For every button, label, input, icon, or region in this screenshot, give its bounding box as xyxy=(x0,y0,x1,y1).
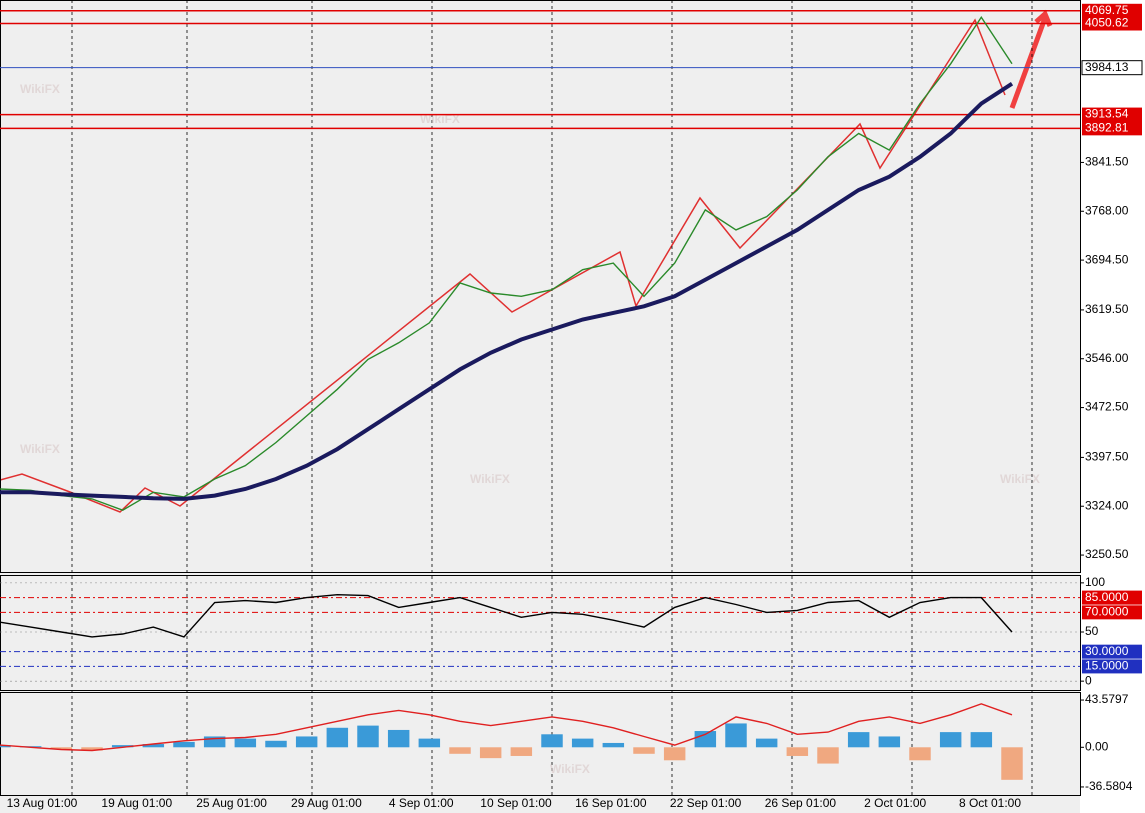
level-label-box xyxy=(1082,107,1142,122)
level-label-box xyxy=(1082,590,1142,605)
y-tick-label: 3546.00 xyxy=(1085,351,1129,365)
level-label-box xyxy=(1081,60,1143,76)
x-tick-label: 26 Sep 01:00 xyxy=(765,796,837,810)
y-tick-label: 43.5797 xyxy=(1085,692,1129,706)
watermark: WikiFX xyxy=(20,442,60,456)
histogram-bar xyxy=(909,747,931,761)
x-tick-label: 10 Sep 01:00 xyxy=(480,796,552,810)
histogram-bar xyxy=(970,732,993,748)
histogram-bar xyxy=(939,732,962,748)
y-tick-label: 3619.50 xyxy=(1085,302,1129,316)
plot-background xyxy=(0,0,1080,813)
trend-annotation xyxy=(0,18,1006,513)
y-tick-label: 3324.00 xyxy=(1085,498,1129,512)
histogram-bar xyxy=(111,745,134,748)
histogram-bar xyxy=(142,744,165,748)
level-label-box xyxy=(1082,605,1142,620)
histogram-bar xyxy=(265,740,287,748)
y-tick-label: 3397.50 xyxy=(1085,450,1129,464)
histogram-bar xyxy=(326,727,349,748)
level-label: 85.0000 xyxy=(1085,590,1129,604)
x-tick-label: 4 Sep 01:00 xyxy=(389,796,454,810)
histogram-bar xyxy=(878,736,901,748)
y-tick-label: 3768.00 xyxy=(1085,203,1129,217)
x-tick-label: 16 Sep 01:00 xyxy=(575,796,647,810)
histogram-bar xyxy=(234,738,257,748)
watermark: WikiFX xyxy=(20,82,60,96)
histogram-bar xyxy=(694,731,717,748)
pane-border xyxy=(0,692,1081,796)
x-tick-label: 25 Aug 01:00 xyxy=(196,796,267,810)
y-tick-label: 50 xyxy=(1085,624,1099,638)
histogram-bar xyxy=(387,729,410,748)
y-tick-label: 3472.50 xyxy=(1085,400,1129,414)
y-tick-label: 0 xyxy=(1085,673,1092,687)
histogram-bar xyxy=(81,747,103,751)
histogram-bar xyxy=(357,725,379,748)
histogram-bar xyxy=(50,747,73,750)
histogram-bar xyxy=(633,747,655,754)
histogram-bar xyxy=(663,747,686,761)
histogram-bar xyxy=(295,736,318,748)
histogram-bar xyxy=(0,745,11,748)
level-label-box xyxy=(1082,16,1142,31)
histogram-bar xyxy=(602,742,625,748)
level-label-box xyxy=(1082,659,1142,674)
histogram-bar xyxy=(418,738,441,748)
series-line xyxy=(0,82,1014,501)
arrow xyxy=(1009,9,1053,109)
histogram-bar xyxy=(173,741,195,748)
level-label-box xyxy=(1082,3,1142,18)
x-tick-label: 19 Aug 01:00 xyxy=(101,796,172,810)
x-tick-label: 22 Sep 01:00 xyxy=(670,796,742,810)
level-label: 3984.13 xyxy=(1085,60,1129,74)
watermark: WikiFX xyxy=(1000,472,1040,486)
y-tick-label: 3694.50 xyxy=(1085,252,1129,266)
histogram-bar xyxy=(571,738,594,748)
level-label: 3913.54 xyxy=(1085,107,1129,121)
level-label-box xyxy=(1082,121,1142,136)
histogram-bar xyxy=(510,747,533,756)
x-tick-label: 29 Aug 01:00 xyxy=(291,796,362,810)
level-label-box xyxy=(1082,644,1142,659)
pane-border xyxy=(0,0,1081,573)
y-tick-label: 3250.50 xyxy=(1085,547,1129,561)
level-label: 3892.81 xyxy=(1085,121,1129,135)
x-tick-label: 2 Oct 01:00 xyxy=(864,796,926,810)
y-tick-label: 100 xyxy=(1085,575,1105,589)
level-label: 70.0000 xyxy=(1085,605,1129,619)
histogram-bar xyxy=(725,723,747,748)
x-tick-label: 13 Aug 01:00 xyxy=(7,796,78,810)
histogram-bar xyxy=(847,732,870,748)
level-label: 4050.62 xyxy=(1085,16,1129,30)
y-tick-label: 3841.50 xyxy=(1085,155,1129,169)
histogram-bar xyxy=(817,747,839,764)
level-label: 4069.75 xyxy=(1085,3,1129,17)
series-line xyxy=(0,703,1013,752)
histogram-bar xyxy=(449,747,471,754)
level-label: 30.0000 xyxy=(1085,644,1129,658)
x-tick-label: 8 Oct 01:00 xyxy=(959,796,1021,810)
histogram-bar xyxy=(1001,747,1023,780)
watermark: WikiFX xyxy=(470,472,510,486)
series-line xyxy=(0,16,1013,511)
series-line xyxy=(0,593,1013,638)
histogram-bar xyxy=(786,747,809,756)
watermark: WikiFX xyxy=(550,762,590,776)
histogram-bar xyxy=(479,747,502,759)
histogram-bar xyxy=(541,734,563,748)
pane-border xyxy=(0,575,1081,691)
histogram-bar xyxy=(203,736,226,748)
watermark: WikiFX xyxy=(420,112,460,126)
histogram-bar xyxy=(755,738,778,748)
y-tick-label: -36.5804 xyxy=(1085,779,1133,793)
y-tick-label: 0.00 xyxy=(1085,739,1109,753)
level-label: 15.0000 xyxy=(1085,659,1129,673)
